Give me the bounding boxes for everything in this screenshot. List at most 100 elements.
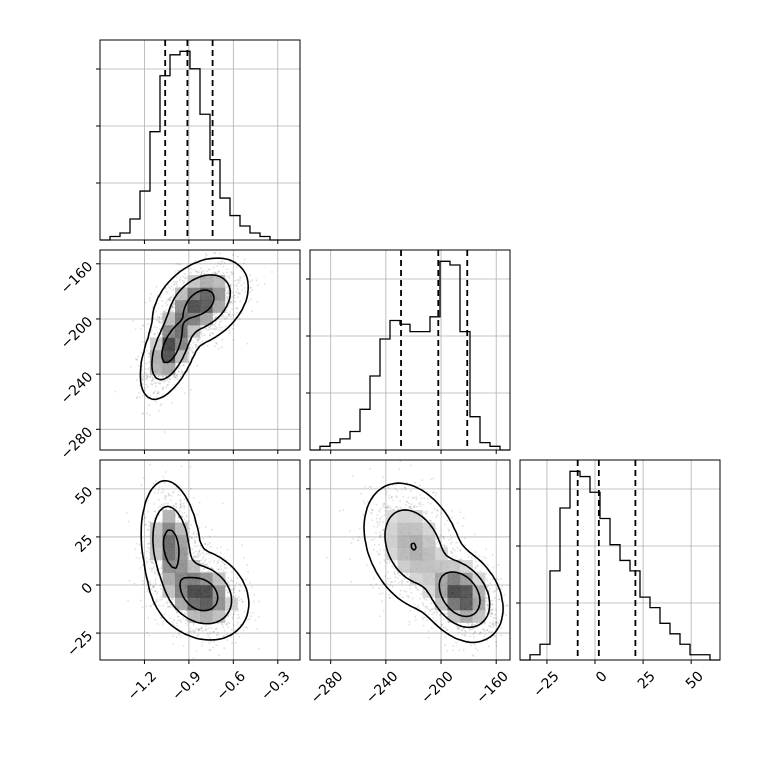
sample-point (251, 586, 253, 589)
sample-point (236, 577, 239, 579)
sample-point (220, 568, 222, 571)
sample-point (179, 499, 181, 501)
sample-point (149, 452, 151, 454)
sample-point (150, 379, 153, 382)
sample-point (234, 280, 237, 282)
density-panel-2-plot-area (100, 460, 300, 660)
sample-point (229, 301, 232, 303)
sample-point (189, 627, 192, 630)
sample-point (200, 559, 203, 562)
sample-point (488, 625, 490, 627)
sample-point (449, 534, 452, 537)
sample-point (225, 623, 228, 625)
sample-point (182, 364, 184, 367)
sample-point (149, 604, 152, 607)
sample-point (237, 617, 239, 620)
sample-point (387, 577, 389, 580)
sample-point (147, 510, 149, 513)
sample-point (195, 344, 197, 346)
sample-point (220, 546, 222, 548)
sample-point (217, 562, 219, 564)
sample-point (159, 377, 161, 380)
sample-point (164, 431, 166, 433)
sample-point (237, 279, 240, 281)
sample-point (371, 509, 373, 511)
sample-point (149, 395, 152, 397)
sample-point (384, 560, 386, 563)
sample-point (150, 605, 152, 608)
sample-point (202, 562, 204, 564)
sample-point (193, 557, 195, 560)
sample-point (500, 578, 502, 580)
sample-point (222, 314, 224, 317)
sample-point (150, 329, 153, 331)
sample-point (370, 539, 373, 541)
sample-point (251, 310, 253, 312)
sample-point (416, 588, 418, 591)
sample-point (407, 496, 410, 499)
sample-point (183, 505, 186, 507)
sample-point (473, 533, 476, 536)
sample-point (153, 565, 155, 568)
sample-point (434, 611, 436, 613)
sample-point (179, 279, 181, 282)
sample-point (175, 503, 178, 505)
sample-point (209, 631, 212, 634)
sample-point (462, 525, 464, 527)
sample-point (154, 602, 157, 605)
sample-point (148, 361, 150, 363)
sample-point (218, 654, 220, 656)
sample-point (163, 310, 166, 313)
sample-point (146, 350, 148, 352)
sample-point (161, 300, 163, 302)
sample-point (146, 561, 149, 563)
sample-point (175, 281, 177, 283)
sample-point (197, 629, 200, 631)
sample-point (167, 502, 169, 504)
sample-point (391, 585, 394, 588)
sample-point (156, 396, 158, 398)
sample-point (197, 628, 199, 630)
sample-point (180, 263, 182, 266)
sample-point (182, 282, 185, 284)
sample-point (154, 333, 156, 335)
sample-point (232, 617, 234, 620)
sample-point (233, 588, 236, 591)
sample-point (471, 624, 473, 626)
density-cell (212, 572, 226, 586)
sample-point (229, 313, 231, 316)
sample-point (214, 252, 217, 254)
sample-point (169, 508, 172, 510)
sample-point (168, 378, 170, 380)
sample-point (200, 626, 203, 629)
density-cell (187, 300, 201, 313)
density-frame-1 (99, 249, 301, 451)
sample-point (484, 633, 486, 636)
sample-point (439, 545, 442, 548)
sample-point (187, 520, 190, 523)
sample-point (147, 528, 150, 531)
sample-point (237, 613, 239, 616)
sample-point (242, 601, 244, 603)
sample-point (205, 526, 207, 528)
sample-point (251, 279, 253, 281)
sample-point (474, 624, 477, 626)
sample-point (225, 278, 227, 281)
sample-point (189, 349, 192, 351)
sample-point (212, 333, 214, 335)
sample-point (174, 376, 176, 378)
sample-point (186, 515, 188, 518)
sample-point (207, 268, 210, 271)
sample-point (443, 538, 445, 540)
sample-point (225, 559, 228, 561)
sample-point (192, 622, 195, 624)
sample-point (192, 532, 195, 535)
sample-point (154, 579, 157, 582)
sample-point (189, 364, 192, 366)
sample-point (171, 304, 173, 307)
sample-point (375, 517, 378, 520)
sample-point (436, 514, 439, 517)
sample-point (469, 628, 471, 630)
sample-point (236, 266, 238, 268)
sample-point (384, 488, 386, 490)
